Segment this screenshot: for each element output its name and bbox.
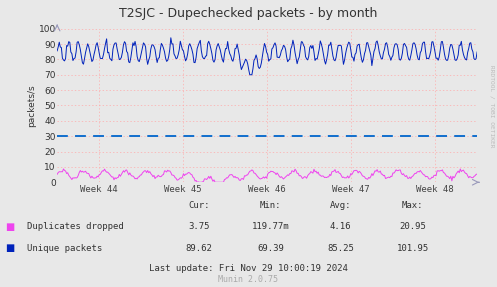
Text: Avg:: Avg:	[330, 201, 351, 210]
Text: 69.39: 69.39	[257, 244, 284, 253]
Text: 119.77m: 119.77m	[252, 222, 290, 231]
Text: 85.25: 85.25	[327, 244, 354, 253]
Text: Unique packets: Unique packets	[27, 244, 102, 253]
Text: Max:: Max:	[402, 201, 423, 210]
Text: Min:: Min:	[260, 201, 282, 210]
Text: Duplicates dropped: Duplicates dropped	[27, 222, 124, 231]
Text: ■: ■	[5, 222, 14, 232]
Text: ■: ■	[5, 243, 14, 253]
Text: T2SJC - Dupechecked packets - by month: T2SJC - Dupechecked packets - by month	[119, 7, 378, 20]
Text: Last update: Fri Nov 29 10:00:19 2024: Last update: Fri Nov 29 10:00:19 2024	[149, 264, 348, 273]
Text: Cur:: Cur:	[188, 201, 210, 210]
Text: 20.95: 20.95	[399, 222, 426, 231]
Text: Week 44: Week 44	[81, 185, 118, 194]
Text: Munin 2.0.75: Munin 2.0.75	[219, 275, 278, 284]
Text: 101.95: 101.95	[397, 244, 428, 253]
Text: 3.75: 3.75	[188, 222, 210, 231]
Text: 4.16: 4.16	[330, 222, 351, 231]
Text: Week 45: Week 45	[165, 185, 202, 194]
Text: Week 46: Week 46	[248, 185, 286, 194]
Text: Week 47: Week 47	[332, 185, 370, 194]
Text: RRDTOOL / TOBI OETIKER: RRDTOOL / TOBI OETIKER	[490, 65, 495, 148]
Text: Week 48: Week 48	[416, 185, 454, 194]
Y-axis label: packets/s: packets/s	[27, 84, 36, 127]
Text: 89.62: 89.62	[185, 244, 212, 253]
